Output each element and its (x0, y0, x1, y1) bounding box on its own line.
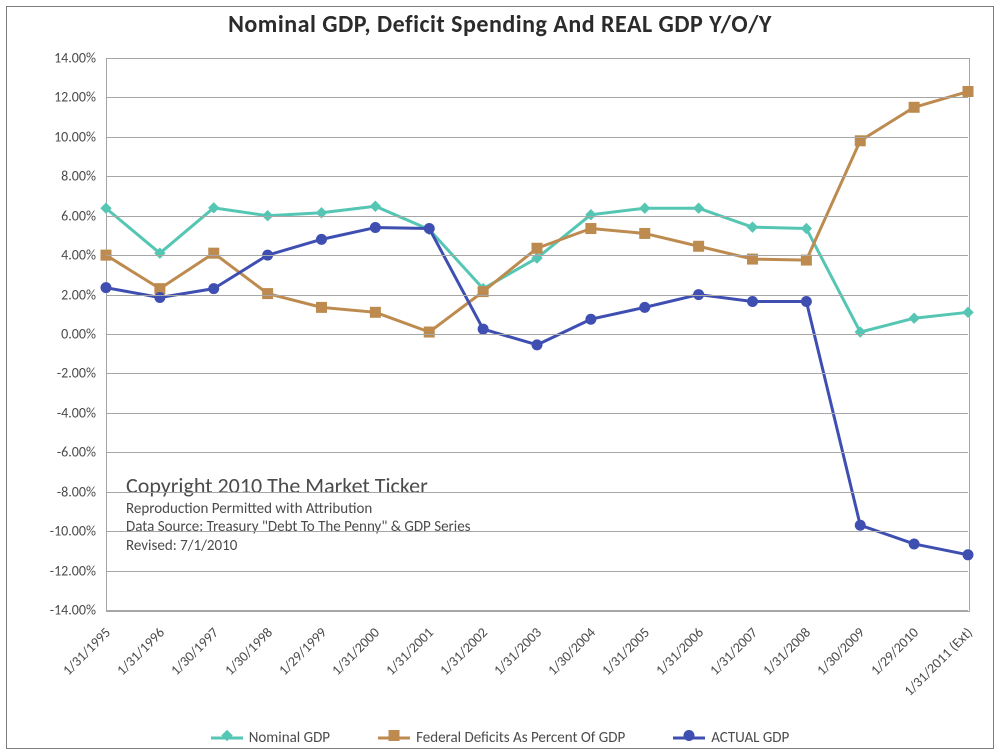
legend-item: Federal Deficits As Percent Of GDP (378, 729, 625, 747)
legend-swatch (378, 731, 410, 745)
grid-line (106, 255, 968, 256)
copyright-box: Copyright 2010 The Market Ticker Reprodu… (126, 472, 471, 556)
grid-line (106, 334, 968, 335)
copyright-line-3: Revised: 7/1/2010 (126, 537, 471, 556)
series-layer (0, 0, 1000, 755)
legend-item: ACTUAL GDP (673, 729, 789, 747)
legend-swatch (211, 731, 243, 745)
copyright-title: Copyright 2010 The Market Ticker (126, 472, 471, 500)
legend-item: Nominal GDP (211, 729, 330, 747)
chart-container: Nominal GDP, Deficit Spending And REAL G… (0, 0, 1000, 755)
legend-label: Nominal GDP (249, 729, 330, 747)
grid-line (106, 373, 968, 374)
grid-line (106, 492, 968, 493)
grid-line (106, 295, 968, 296)
grid-line (106, 610, 968, 611)
grid-line (106, 97, 968, 98)
grid-line (106, 452, 968, 453)
legend: Nominal GDP Federal Deficits As Percent O… (0, 729, 1000, 747)
legend-label: Federal Deficits As Percent Of GDP (416, 729, 625, 747)
grid-line (106, 216, 968, 217)
grid-line (106, 413, 968, 414)
legend-label: ACTUAL GDP (711, 729, 789, 747)
grid-line (106, 531, 968, 532)
grid-line (106, 58, 968, 59)
grid-line (106, 176, 968, 177)
copyright-line-1: Reproduction Permitted with Attribution (126, 500, 471, 519)
grid-line (106, 571, 968, 572)
grid-line (106, 137, 968, 138)
legend-swatch (673, 731, 705, 745)
copyright-line-2: Data Source: Treasury "Debt To The Penny… (126, 518, 471, 537)
